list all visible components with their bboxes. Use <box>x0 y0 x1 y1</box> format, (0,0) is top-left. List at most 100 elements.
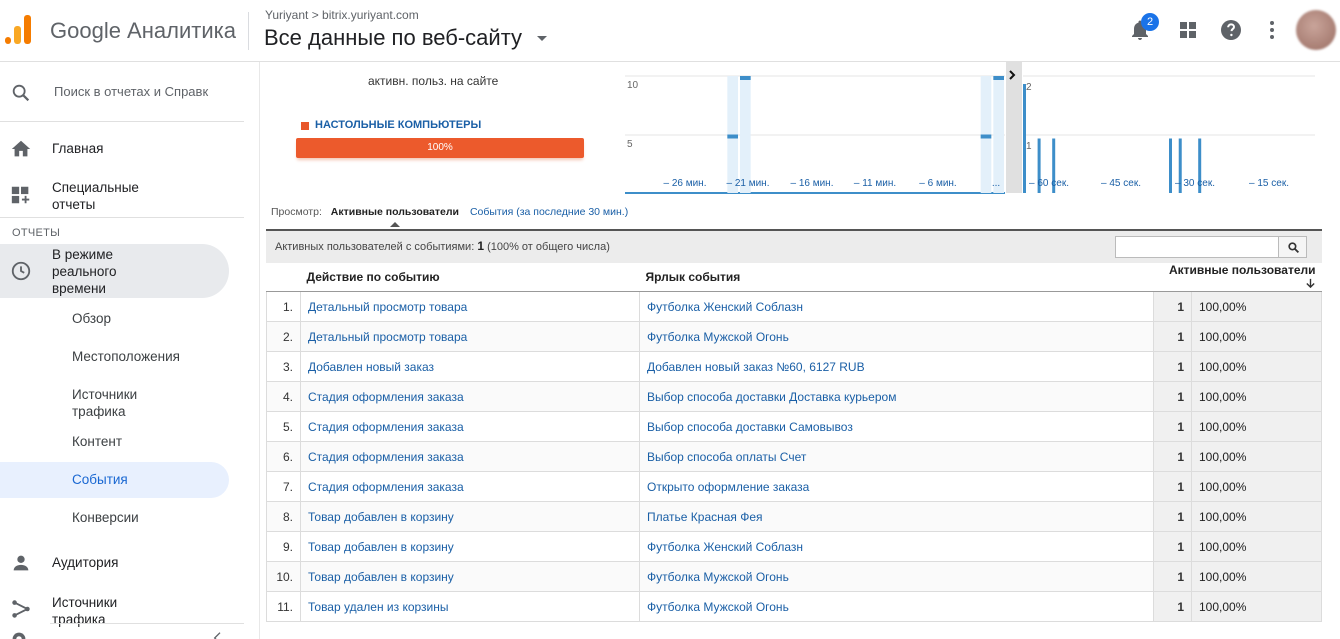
event-action-link[interactable]: Детальный просмотр товара <box>308 329 468 344</box>
row-index: 10. <box>266 561 301 592</box>
search-icon <box>1288 242 1300 254</box>
view-active-users-tab[interactable]: Активные пользователи <box>330 206 460 218</box>
event-action-link[interactable]: Детальный просмотр товара <box>308 299 468 314</box>
chart-bar[interactable] <box>1198 138 1202 194</box>
search-icon[interactable] <box>10 82 32 104</box>
sidebar-sub-traffic-sources[interactable]: Источники трафика <box>72 387 138 419</box>
event-action-link[interactable]: Товар добавлен в корзину <box>308 569 454 584</box>
x-tick-label: – 21 мин. <box>726 178 769 189</box>
x-tick-label: – 26 мин. <box>663 178 706 189</box>
sidebar-item-label: Главная <box>52 141 104 156</box>
header-active-users[interactable]: Активные пользователи <box>1153 263 1322 292</box>
view-events-tab[interactable]: События (за последние 30 мин.) <box>469 206 629 218</box>
sidebar-divider <box>0 217 244 218</box>
active-users-percent: 100,00% <box>1191 561 1322 592</box>
event-action-link[interactable]: Стадия оформления заказа <box>308 479 464 494</box>
chart-bar[interactable] <box>980 134 992 139</box>
gear-icon[interactable] <box>8 628 30 639</box>
active-users-percent: 100,00% <box>1191 411 1322 442</box>
table-row: 6. Стадия оформления заказа Выбор способа … <box>266 441 1322 472</box>
help-icon[interactable] <box>1219 18 1243 42</box>
event-label-link[interactable]: Футболка Женский Соблазн <box>647 539 803 554</box>
caret-down-icon[interactable] <box>537 36 547 41</box>
sidebar-item-label: В режиме реального времени <box>52 247 117 296</box>
table-filter-button[interactable] <box>1278 236 1307 258</box>
chart-bar[interactable] <box>993 76 1004 80</box>
sidebar-sub-content[interactable]: Контент <box>72 434 123 449</box>
chevron-left-icon[interactable] <box>210 630 226 639</box>
apps-grid-icon[interactable] <box>1176 18 1200 42</box>
summary-bar: Активных пользователей с событиями: 1 (1… <box>266 229 1322 263</box>
event-action-link[interactable]: Стадия оформления заказа <box>308 449 464 464</box>
home-icon <box>11 140 31 157</box>
chart-bar[interactable] <box>1023 84 1026 193</box>
event-label-cell: Футболка Женский Соблазн <box>639 291 1154 322</box>
sidebar-item-label: Специальные отчеты <box>52 180 139 212</box>
more-vert-icon[interactable] <box>1260 18 1284 42</box>
chart-bar[interactable] <box>740 76 751 80</box>
notification-badge: 2 <box>1141 13 1159 31</box>
analytics-logo-icon[interactable] <box>5 14 33 44</box>
chart-bar[interactable] <box>1052 138 1056 194</box>
y-tick-label: 2 <box>1026 82 1032 93</box>
active-users-percent: 100,00% <box>1191 501 1322 532</box>
chart-bar[interactable] <box>1037 138 1041 194</box>
sidebar-item-custom-reports[interactable]: Специальные отчеты <box>0 176 244 216</box>
chevron-right-icon[interactable] <box>1009 70 1016 80</box>
brand-name[interactable]: Google Аналитика <box>50 18 236 43</box>
event-label-link[interactable]: Футболка Мужской Огонь <box>647 569 789 584</box>
sidebar-item-audience[interactable]: Аудитория <box>0 548 244 578</box>
sidebar-item-home[interactable]: Главная <box>0 134 244 164</box>
event-action-link[interactable]: Товар удален из корзины <box>308 599 449 614</box>
header-event-action[interactable]: Действие по событию <box>300 263 640 292</box>
sidebar-sub-locations[interactable]: Местоположения <box>72 349 180 364</box>
view-switch-label: Просмотр: <box>271 206 322 218</box>
row-index: 11. <box>266 591 301 622</box>
table-filter-input[interactable] <box>1115 236 1279 258</box>
report-search-input[interactable]: Поиск в отчетах и Справк <box>54 84 209 99</box>
chart-bar[interactable] <box>1169 138 1172 194</box>
sidebar-sub-events[interactable]: События <box>72 472 128 487</box>
row-index: 9. <box>266 531 301 562</box>
realtime-charts: 10 5 – 26 мин. – 21 мин. – 16 мин. – 11 мин… <box>625 62 1315 194</box>
table-row: 10. Товар добавлен в корзину Футболка Мужс… <box>266 561 1322 592</box>
event-label-link[interactable]: Выбор способа доставки Доставка курьером <box>647 389 897 404</box>
event-action-link[interactable]: Добавлен новый заказ <box>308 359 435 374</box>
user-avatar[interactable] <box>1296 10 1336 50</box>
chart-bar[interactable] <box>1178 138 1182 194</box>
row-index: 6. <box>266 441 301 472</box>
event-action-link[interactable]: Товар добавлен в корзину <box>308 539 454 554</box>
event-label-link[interactable]: Выбор способа оплаты Счет <box>647 449 807 464</box>
event-label-link[interactable]: Футболка Мужской Огонь <box>647 599 789 614</box>
event-label-link[interactable]: Футболка Мужской Огонь <box>647 329 789 344</box>
x-tick-label: – 11 мин. <box>854 178 896 189</box>
dashboard-plus-icon <box>11 186 30 204</box>
chart-splitter[interactable] <box>1006 62 1022 193</box>
event-label-link[interactable]: Платье Красная Фея <box>647 509 763 524</box>
x-tick-label: – 6 мин. <box>919 178 956 189</box>
event-label-link[interactable]: Выбор способа доставки Самовывоз <box>647 419 853 434</box>
sidebar-sub-conversions[interactable]: Конверсии <box>72 510 139 525</box>
property-selector[interactable]: Все данные по веб-сайту <box>264 25 523 50</box>
chart-bar[interactable] <box>727 134 738 139</box>
event-label-link[interactable]: Футболка Женский Соблазн <box>647 299 803 314</box>
event-action-link[interactable]: Стадия оформления заказа <box>308 419 464 434</box>
active-users-percent: 100,00% <box>1191 381 1322 412</box>
event-action-link[interactable]: Стадия оформления заказа <box>308 389 464 404</box>
sidebar-item-realtime[interactable]: В режиме реального времени <box>0 244 244 298</box>
sidebar-item-acquisition[interactable]: Источники трафика <box>0 590 244 630</box>
event-label-link[interactable]: Добавлен новый заказ №60, 6127 RUB <box>647 359 865 374</box>
x-tick-label: ... <box>992 178 1000 189</box>
account-breadcrumb[interactable]: Yuriyant > bitrix.yuriyant.com <box>265 8 419 22</box>
table-row: 9. Товар добавлен в корзину Футболка Женск… <box>266 531 1322 562</box>
summary-percent: (100% от общего числа) <box>487 241 610 253</box>
event-label-link[interactable]: Открыто оформление заказа <box>647 479 810 494</box>
header-event-label[interactable]: Ярлык события <box>639 263 1154 292</box>
desktop-legend-label[interactable]: НАСТОЛЬНЫЕ КОМПЬЮТЕРЫ <box>315 119 482 131</box>
x-tick-label: – 16 мин. <box>790 178 833 189</box>
chart-bar-highlight <box>740 76 751 193</box>
event-action-link[interactable]: Товар добавлен в корзину <box>308 509 454 524</box>
sidebar-sub-overview[interactable]: Обзор <box>72 311 111 326</box>
row-index: 3. <box>266 351 301 382</box>
y-tick-label: 10 <box>627 80 639 91</box>
